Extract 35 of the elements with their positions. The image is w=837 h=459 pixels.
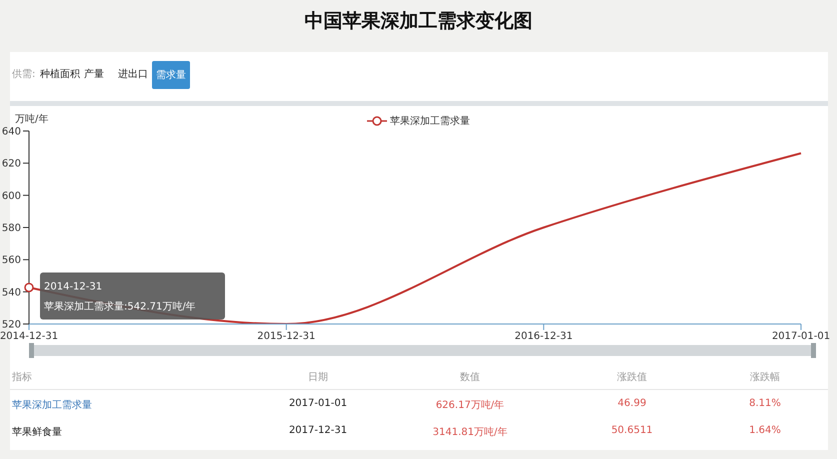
text: 46.99 — [616, 398, 648, 409]
text: 苹果鲜食量 — [12, 426, 62, 439]
text: 2017-12-31 — [288, 425, 348, 436]
text: 50.6511 — [610, 425, 654, 436]
chart-title: 中国苹果深加工需求变化图 — [304, 9, 534, 34]
text: 种植面积 — [40, 68, 80, 81]
y-axis-title: 万吨/年 — [15, 112, 48, 126]
text: 1.64% — [748, 425, 782, 436]
text: 进出口 — [118, 68, 148, 81]
text: 产量 — [84, 68, 104, 81]
text: 指标 — [12, 370, 32, 384]
text: 3141.81万吨/年 — [432, 426, 508, 439]
text: 涨跌值 — [616, 370, 648, 384]
annotation: 2014-12-31 苹果深加工需求量:542.71万吨/年 — [44, 281, 196, 312]
x-tick-label: 2015-12-31 — [257, 331, 316, 342]
text: 涨跌幅 — [749, 370, 781, 384]
x-tick-label: 2017-01-01 — [772, 331, 830, 342]
text: 数值 — [459, 371, 481, 384]
text: 日期 — [307, 370, 329, 384]
y-tick-label: 540 — [2, 287, 21, 298]
legend-label: 苹果深加工需求量 — [389, 114, 470, 128]
text: 供需: — [12, 68, 36, 81]
y-tick-label: 620 — [2, 158, 21, 170]
y-tick-label: 640 — [2, 126, 21, 138]
text: 8.11% — [748, 398, 782, 409]
y-tick-label: 600 — [2, 190, 21, 202]
y-tick-label: 520 — [2, 320, 21, 331]
y-tick-label: 560 — [2, 255, 21, 266]
text: 需求量 — [152, 61, 190, 89]
y-tick-label: 580 — [2, 223, 21, 234]
text: 苹果深加工需求量 — [12, 398, 92, 412]
x-tick-label: 2016-12-31 — [514, 331, 573, 342]
text: 2017-01-01 — [288, 398, 348, 409]
x-tick-label: 2014-12-31 — [0, 331, 58, 342]
text: 626.17万吨/年 — [434, 398, 506, 412]
